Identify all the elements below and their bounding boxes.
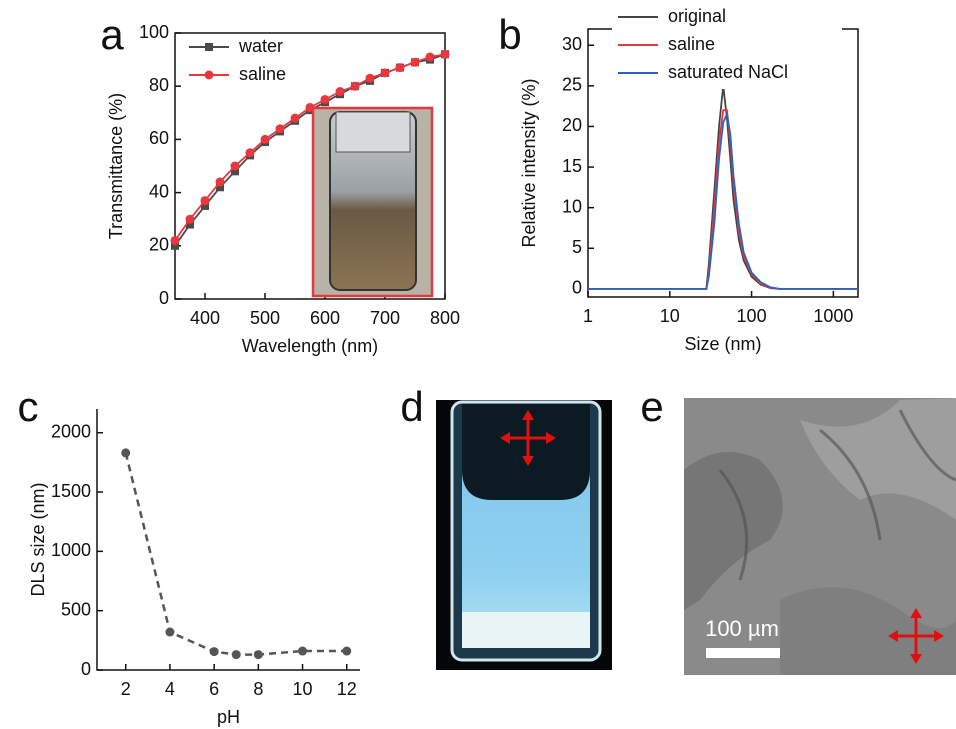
y-tick-label: 20 [149,235,169,255]
legend-marker [204,70,214,80]
y-tick-label: 0 [159,288,169,308]
y-tick-label: 500 [61,599,91,619]
x-axis-title: Size (nm) [684,334,761,354]
x-tick-label: 6 [209,679,219,699]
legend-label: saturated NaCl [668,62,788,82]
y-tick-label: 1500 [51,481,91,501]
point [275,124,285,134]
x-tick-label: 1000 [813,306,853,326]
y-axis-title: Transmittance (%) [106,93,126,239]
x-axis-title: pH [217,707,240,727]
y-tick-label: 5 [572,237,582,257]
panel-letter: b [498,11,521,58]
point [320,95,330,104]
point [185,214,195,224]
vial-cap [335,111,411,153]
point [209,647,219,657]
y-tick-label: 1000 [51,540,91,560]
legend-label: saline [668,34,715,54]
y-tick-label: 30 [562,34,582,54]
chart-c: 0 500 1000 1500 2000 2 4 6 8 10 12 pH DLS size (nm) c [18,383,360,727]
x-tick-label: 2 [121,679,131,699]
x-axis-title: Wavelength (nm) [242,336,378,356]
point [342,646,352,656]
panel-letter: a [100,11,124,58]
point [170,235,180,245]
y-tick-label: 2000 [51,421,91,441]
point [290,113,300,123]
axis-lines [96,409,360,671]
x-tick-label: 10 [660,306,680,326]
y-tick-label: 80 [149,75,169,95]
inset-photo [311,106,434,298]
x-tick-label: 400 [190,308,220,328]
x-tick-label: 1 [583,306,593,326]
point [230,161,240,171]
point [335,87,345,97]
point [380,68,390,78]
point [231,167,239,176]
point [165,627,175,637]
panel-letter: d [400,383,423,430]
point [395,63,405,73]
point [171,241,179,250]
y-tick-label: 20 [562,115,582,135]
y-tick-label: 0 [572,278,582,298]
series-line [588,109,858,290]
point [350,81,360,91]
point [425,52,435,62]
panel-letter: c [18,383,39,430]
scale-bar-label: 100 µm [705,616,779,641]
x-tick-label: 500 [250,308,280,328]
point [298,646,308,656]
legend-label: saline [239,64,286,84]
y-tick-label: 100 [139,22,169,42]
legend-label: water [238,36,283,56]
legend-label: original [668,6,726,26]
photo-e: 100 µm [684,398,956,675]
x-tick-label: 12 [337,679,357,699]
y-tick-label: 15 [562,156,582,176]
x-tick-label: 600 [310,308,340,328]
x-tick-label: 8 [253,679,263,699]
point [245,148,255,158]
y-tick-label: 60 [149,128,169,148]
chart-b: 0 5 10 15 20 25 30 1 10 100 1000 Size (nm) Relative … [498,3,859,354]
legend-marker [205,43,213,51]
y-axis-title: DLS size (nm) [28,482,48,596]
y-tick-label: 10 [562,196,582,216]
panel-letter: e [640,383,663,430]
x-tick-label: 700 [370,308,400,328]
y-tick-label: 40 [149,181,169,201]
point [440,49,450,59]
point [200,196,210,206]
point [365,73,375,83]
point [253,650,263,660]
x-tick-label: 4 [165,679,175,699]
photo-d [436,400,612,670]
y-tick-label: 25 [562,75,582,95]
point [186,220,194,229]
y-axis-title: Relative intensity (%) [519,78,539,247]
point [260,134,270,144]
point [231,650,241,660]
chart-a: 0 20 40 60 80 100 400 500 600 700 800 Wavelength (n… [100,11,460,356]
x-tick-label: 10 [293,679,313,699]
point [201,201,209,210]
x-tick-label: 100 [737,306,767,326]
x-tick-label: 800 [430,308,460,328]
point [410,57,420,67]
y-tick-label: 0 [81,659,91,679]
point [216,183,224,192]
point [215,177,225,187]
point [121,448,131,458]
series-line [124,452,347,656]
plot-frame [174,32,446,300]
series-line [588,111,858,290]
